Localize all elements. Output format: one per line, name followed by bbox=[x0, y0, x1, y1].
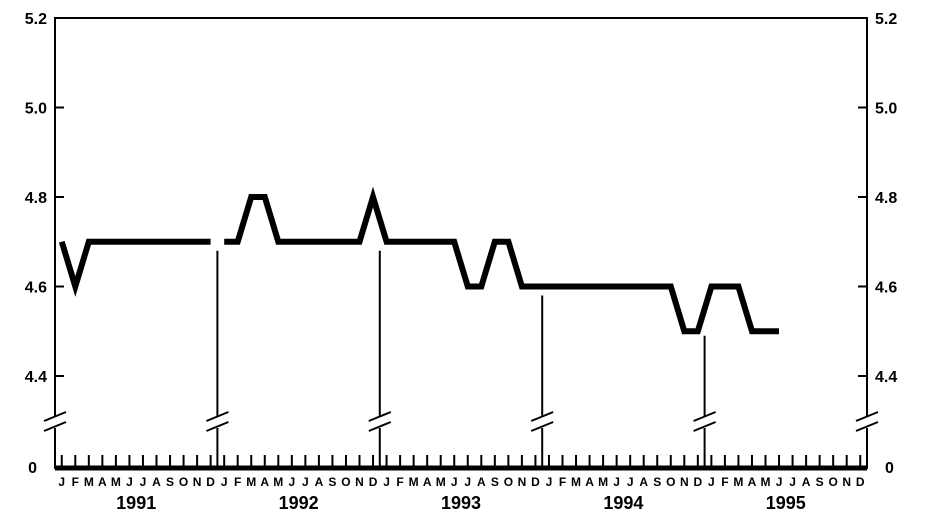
month-label: M bbox=[761, 475, 771, 489]
x-break-mark-stroke bbox=[693, 411, 716, 422]
month-label: J bbox=[627, 475, 634, 489]
y-tick-label-right: 4.4 bbox=[875, 369, 897, 386]
month-label: A bbox=[260, 475, 269, 489]
y-tick-label-right: 5.2 bbox=[875, 11, 897, 28]
month-label: S bbox=[653, 475, 661, 489]
month-label: M bbox=[111, 475, 121, 489]
month-label: M bbox=[571, 475, 581, 489]
month-label: F bbox=[234, 475, 241, 489]
month-label: O bbox=[179, 475, 188, 489]
month-label: M bbox=[409, 475, 419, 489]
year-label: 1994 bbox=[603, 493, 643, 513]
month-label: N bbox=[193, 475, 202, 489]
month-label: S bbox=[328, 475, 336, 489]
month-label: N bbox=[842, 475, 851, 489]
y-tick-label-left: 5.0 bbox=[25, 101, 47, 118]
month-label: S bbox=[816, 475, 824, 489]
month-label: D bbox=[856, 475, 865, 489]
month-label: J bbox=[58, 475, 65, 489]
month-label: D bbox=[206, 475, 215, 489]
month-label: F bbox=[72, 475, 79, 489]
y-axis-break-right-stroke bbox=[855, 421, 879, 432]
x-break-mark-stroke bbox=[530, 411, 554, 422]
x-break-mark-stroke bbox=[206, 421, 229, 432]
y-axis-left: 5.2 5.0 4.8 4.6 4.4 0 bbox=[25, 11, 67, 477]
month-label: S bbox=[166, 475, 174, 489]
month-label: A bbox=[423, 475, 432, 489]
month-label: D bbox=[531, 475, 540, 489]
y-zero-label-left: 0 bbox=[28, 460, 37, 477]
month-label: J bbox=[546, 475, 553, 489]
y-tick-label-right: 4.6 bbox=[875, 280, 897, 297]
month-label: N bbox=[680, 475, 689, 489]
month-label: A bbox=[802, 475, 811, 489]
y-tick-label-left: 4.4 bbox=[25, 369, 47, 386]
month-label: O bbox=[341, 475, 350, 489]
month-label: J bbox=[789, 475, 796, 489]
y-axis-break-left-stroke bbox=[43, 421, 67, 432]
month-label: J bbox=[140, 475, 147, 489]
month-label: A bbox=[748, 475, 757, 489]
month-label: J bbox=[221, 475, 228, 489]
month-label: O bbox=[504, 475, 513, 489]
month-label: D bbox=[369, 475, 378, 489]
month-label: F bbox=[721, 475, 728, 489]
y-tick-label-left: 4.6 bbox=[25, 280, 47, 297]
month-label: A bbox=[152, 475, 161, 489]
month-label: D bbox=[693, 475, 702, 489]
month-label: N bbox=[518, 475, 527, 489]
month-label: A bbox=[477, 475, 486, 489]
y-axis-break-left-stroke bbox=[43, 411, 67, 422]
month-label: M bbox=[733, 475, 743, 489]
month-label: O bbox=[666, 475, 675, 489]
series-group bbox=[58, 186, 779, 335]
month-label: O bbox=[828, 475, 837, 489]
month-label: A bbox=[639, 475, 648, 489]
month-label: N bbox=[355, 475, 364, 489]
month-label: J bbox=[708, 475, 715, 489]
month-label: M bbox=[436, 475, 446, 489]
month-label: J bbox=[302, 475, 309, 489]
y-zero-label-right: 0 bbox=[885, 460, 894, 477]
month-label: M bbox=[598, 475, 608, 489]
month-label: J bbox=[451, 475, 458, 489]
month-label: A bbox=[585, 475, 594, 489]
month-label: M bbox=[273, 475, 283, 489]
month-label: J bbox=[613, 475, 620, 489]
series-line-segment bbox=[58, 238, 211, 297]
x-break-mark-stroke bbox=[530, 421, 554, 432]
x-break-mark-stroke bbox=[368, 411, 392, 422]
y-tick-label-left: 4.8 bbox=[25, 190, 47, 207]
month-label: J bbox=[464, 475, 471, 489]
month-label: M bbox=[84, 475, 94, 489]
month-label: A bbox=[98, 475, 107, 489]
x-break-mark-stroke bbox=[206, 411, 229, 422]
y-tick-label-left: 5.2 bbox=[25, 11, 47, 28]
year-dividers bbox=[206, 250, 716, 468]
month-label: J bbox=[383, 475, 390, 489]
month-label: J bbox=[126, 475, 133, 489]
month-label: A bbox=[315, 475, 324, 489]
year-label: 1992 bbox=[279, 493, 319, 513]
month-label: J bbox=[288, 475, 295, 489]
month-label: F bbox=[559, 475, 566, 489]
y-axis-right: 5.2 5.0 4.8 4.6 4.4 0 bbox=[855, 11, 897, 477]
x-break-mark-stroke bbox=[693, 421, 716, 432]
year-label: 1995 bbox=[766, 493, 806, 513]
y-axis-break-right-stroke bbox=[855, 411, 879, 422]
year-label: 1993 bbox=[441, 493, 481, 513]
x-break-mark-stroke bbox=[368, 421, 392, 432]
y-tick-label-right: 5.0 bbox=[875, 101, 897, 118]
month-label: S bbox=[491, 475, 499, 489]
month-label: M bbox=[246, 475, 256, 489]
month-label: J bbox=[776, 475, 783, 489]
year-label: 1991 bbox=[116, 493, 156, 513]
y-tick-label-right: 4.8 bbox=[875, 190, 897, 207]
month-label: F bbox=[396, 475, 403, 489]
series-line-segment bbox=[224, 186, 779, 335]
